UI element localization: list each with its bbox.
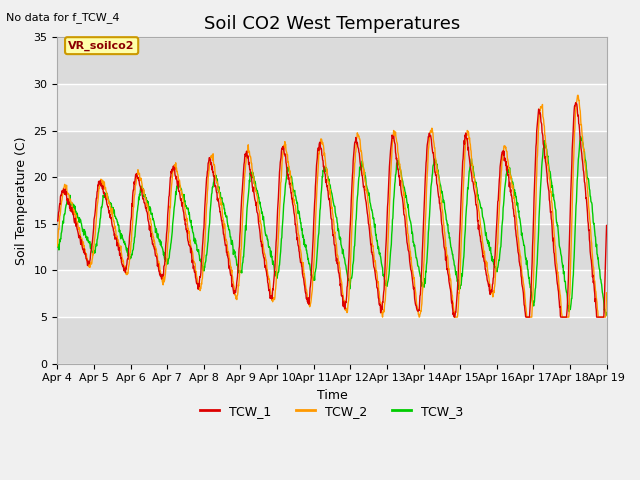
Bar xyxy=(58,317,607,364)
TCW_3 xyxy=(602,312,610,318)
TCW_2 xyxy=(603,290,611,296)
TCW_1 xyxy=(163,238,170,243)
TCW_3 xyxy=(163,259,170,264)
Legend: TCW_1, TCW_2, TCW_3: TCW_1, TCW_2, TCW_3 xyxy=(195,400,468,423)
TCW_2 xyxy=(176,178,184,183)
TCW_2 xyxy=(490,289,497,295)
TCW_2 xyxy=(54,243,61,249)
TCW_3 xyxy=(417,279,425,285)
Bar xyxy=(58,177,607,224)
TCW_1 xyxy=(237,209,245,215)
Line: TCW_3: TCW_3 xyxy=(58,136,607,315)
Bar xyxy=(58,224,607,270)
TCW_1 xyxy=(417,276,425,282)
Bar xyxy=(58,270,607,317)
Line: TCW_2: TCW_2 xyxy=(58,95,607,317)
TCW_3 xyxy=(54,240,61,246)
Y-axis label: Soil Temperature (C): Soil Temperature (C) xyxy=(15,136,28,265)
TCW_2 xyxy=(237,247,245,252)
TCW_3 xyxy=(603,310,611,315)
TCW_1 xyxy=(176,189,184,195)
TCW_3 xyxy=(489,258,497,264)
TCW_2 xyxy=(538,105,545,111)
TCW_2 xyxy=(418,303,426,309)
Text: No data for f_TCW_4: No data for f_TCW_4 xyxy=(6,12,120,23)
TCW_1 xyxy=(490,275,497,281)
TCW_1 xyxy=(603,223,611,228)
TCW_2 xyxy=(574,92,582,98)
TCW_2 xyxy=(163,263,170,269)
TCW_1 xyxy=(538,121,545,127)
TCW_1 xyxy=(451,314,458,320)
TCW_3 xyxy=(538,173,545,179)
X-axis label: Time: Time xyxy=(317,389,348,402)
Bar xyxy=(58,131,607,177)
Bar xyxy=(58,84,607,131)
TCW_3 xyxy=(577,133,584,139)
TCW_2 xyxy=(379,314,387,320)
TCW_3 xyxy=(237,269,245,275)
TCW_3 xyxy=(176,184,184,190)
Text: VR_soilco2: VR_soilco2 xyxy=(68,40,135,51)
Bar xyxy=(58,37,607,84)
Line: TCW_1: TCW_1 xyxy=(58,103,607,317)
TCW_1 xyxy=(572,100,579,106)
Title: Soil CO2 West Temperatures: Soil CO2 West Temperatures xyxy=(204,15,460,33)
TCW_1 xyxy=(54,218,61,224)
